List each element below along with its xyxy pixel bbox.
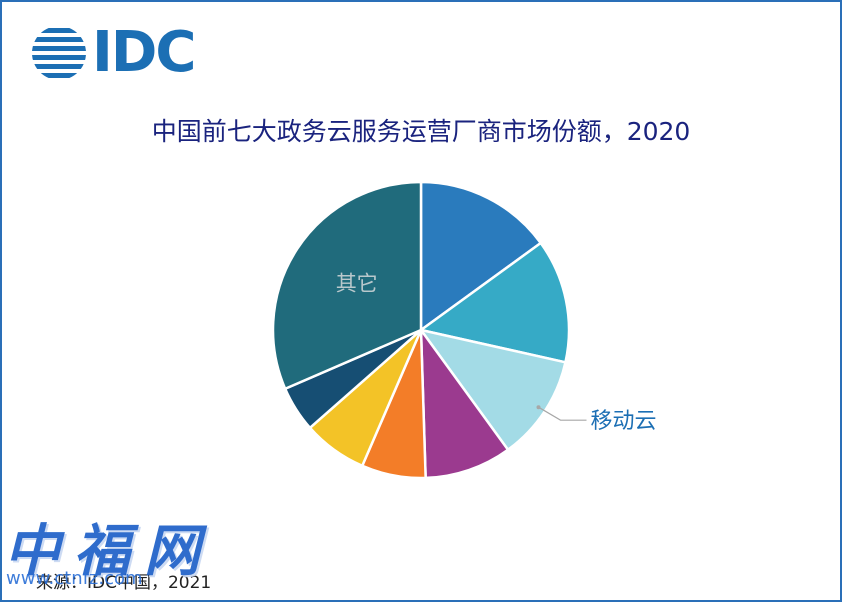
pie-slice-8 bbox=[271, 180, 423, 391]
idc-logo: IDC bbox=[30, 20, 196, 85]
slice-label-mobile-cloud: 移动云 bbox=[591, 409, 657, 434]
leader-line bbox=[538, 406, 587, 421]
chart-title: 中国前七大政务云服务运营厂商市场份额，2020 bbox=[151, 117, 691, 146]
pie-slice-4 bbox=[419, 328, 510, 480]
source-note: 来源：IDC中国，2021 bbox=[36, 573, 212, 593]
pie-slice-1 bbox=[419, 180, 542, 332]
watermark: 中福网 bbox=[4, 518, 214, 584]
logo-text: IDC bbox=[92, 20, 196, 85]
slice-label-other: 其它 bbox=[336, 272, 378, 296]
leader-dot bbox=[536, 405, 541, 410]
watermark-url: www.ctnfz.com bbox=[6, 568, 143, 589]
pie-slice-2 bbox=[419, 241, 571, 364]
globe-icon bbox=[32, 28, 86, 78]
